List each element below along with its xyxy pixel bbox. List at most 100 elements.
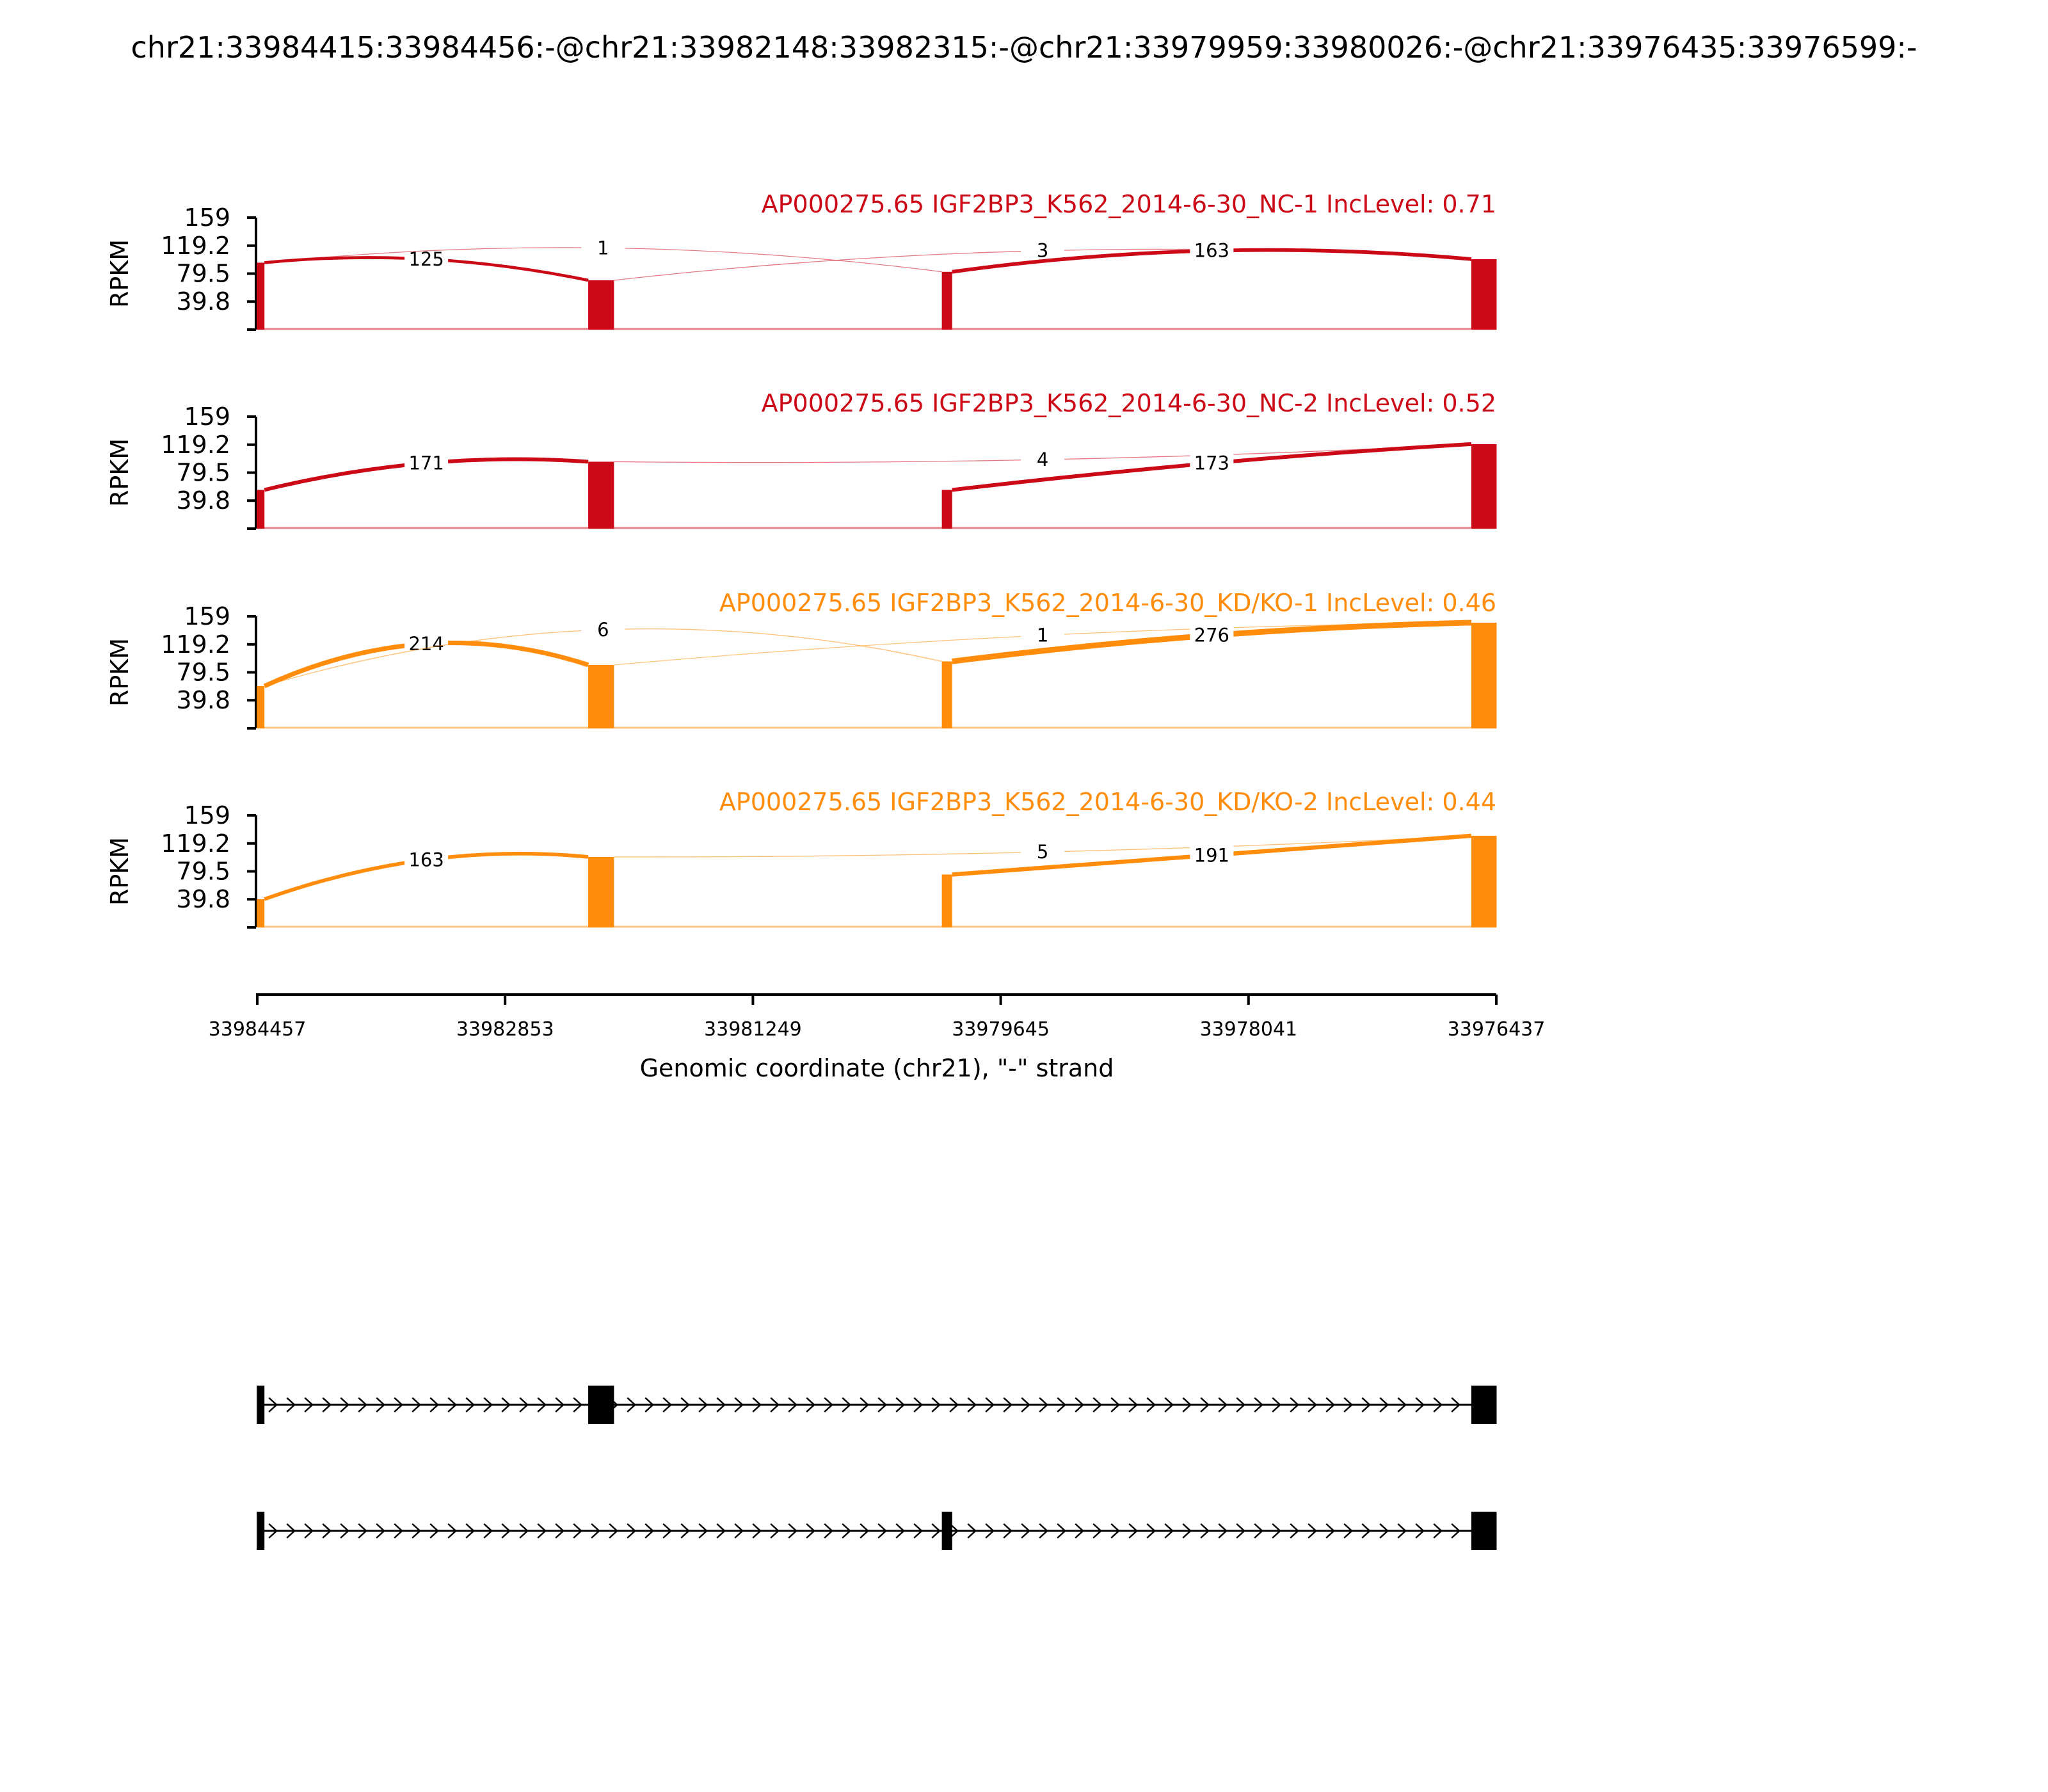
junction-label: 163 — [408, 849, 444, 870]
strand-arrow-icon — [770, 1397, 780, 1412]
strand-arrow-icon — [1057, 1397, 1067, 1412]
strand-arrow-icon — [1379, 1523, 1389, 1539]
track-title: AP000275.65 IGF2BP3_K562_2014-6-30_NC-2 … — [762, 389, 1496, 417]
strand-arrow-icon — [1254, 1397, 1264, 1412]
strand-arrow-icon — [985, 1397, 995, 1412]
strand-arrow-icon — [304, 1523, 314, 1539]
strand-arrow-icon — [1343, 1523, 1354, 1539]
strand-arrow-icon — [1021, 1523, 1031, 1539]
y-tick-label: 119.2 — [161, 630, 230, 659]
strand-arrow-icon — [1200, 1523, 1210, 1539]
exon-coverage-bar — [257, 899, 265, 927]
strand-arrow-icon — [1146, 1397, 1156, 1412]
junction-label: 276 — [1194, 625, 1229, 646]
strand-arrow-icon — [877, 1397, 888, 1412]
strand-arrow-icon — [573, 1523, 583, 1539]
exon-coverage-bar — [588, 856, 614, 927]
strand-arrow-icon — [967, 1397, 977, 1412]
strand-arrow-icon — [1039, 1523, 1049, 1539]
y-axis-label: RPKM — [106, 638, 134, 707]
junction-label-bg — [1190, 450, 1234, 475]
y-tick-label: 79.5 — [176, 459, 230, 487]
strand-arrow-icon — [1290, 1523, 1300, 1539]
strand-arrow-icon — [376, 1523, 386, 1539]
strand-arrow-icon — [322, 1397, 332, 1412]
isoform-1 — [257, 1386, 1497, 1424]
exon-coverage-bar — [1471, 835, 1497, 927]
y-tick-label: 119.2 — [161, 232, 230, 260]
y-axis-label: RPKM — [106, 438, 134, 507]
strand-arrow-icon — [1182, 1397, 1192, 1412]
junction-label-bg — [581, 235, 625, 260]
x-tick-label: 33984457 — [209, 1018, 307, 1041]
strand-arrow-icon — [1146, 1523, 1156, 1539]
strand-arrow-icon — [1039, 1397, 1049, 1412]
strand-arrow-icon — [644, 1397, 655, 1412]
junction-label-bg — [404, 847, 449, 872]
junction-label: 125 — [408, 248, 444, 270]
exon-block — [257, 1386, 265, 1424]
exon-coverage-bar — [257, 262, 265, 330]
strand-arrow-icon — [609, 1523, 619, 1539]
strand-arrow-icon — [1236, 1397, 1246, 1412]
strand-arrow-icon — [340, 1523, 350, 1539]
strand-arrow-icon — [465, 1397, 476, 1412]
junction-label: 6 — [597, 619, 609, 641]
junction-label: 1 — [1037, 625, 1048, 646]
junction-label: 173 — [1194, 452, 1229, 474]
exon-coverage-bar — [941, 661, 952, 728]
strand-arrow-icon — [949, 1523, 959, 1539]
strand-arrow-icon — [1200, 1397, 1210, 1412]
strand-arrow-icon — [806, 1397, 816, 1412]
y-tick-label: 79.5 — [176, 260, 230, 288]
strand-arrow-icon — [1110, 1397, 1121, 1412]
strand-arrow-icon — [322, 1523, 332, 1539]
isoform-2 — [257, 1512, 1497, 1550]
strand-arrow-icon — [1075, 1397, 1085, 1412]
strand-arrow-icon — [842, 1523, 852, 1539]
strand-arrow-icon — [788, 1523, 798, 1539]
strand-arrow-icon — [734, 1397, 744, 1412]
strand-arrow-icon — [1092, 1523, 1103, 1539]
strand-arrow-icon — [824, 1523, 834, 1539]
y-axis-label: RPKM — [106, 239, 134, 308]
strand-arrow-icon — [1236, 1523, 1246, 1539]
track-title: AP000275.65 IGF2BP3_K562_2014-6-30_KD/KO… — [719, 788, 1496, 816]
y-tick-label: 119.2 — [161, 829, 230, 858]
strand-arrow-icon — [1254, 1523, 1264, 1539]
strand-arrow-icon — [662, 1523, 673, 1539]
strand-arrow-icon — [1325, 1397, 1336, 1412]
exon-coverage-bar — [941, 874, 952, 927]
y-tick-label: 79.5 — [176, 659, 230, 687]
exon-coverage-bar — [257, 685, 265, 728]
exon-coverage-bar — [941, 490, 952, 529]
strand-arrow-icon — [860, 1523, 870, 1539]
strand-arrow-icon — [716, 1523, 726, 1539]
y-axis-label: RPKM — [106, 837, 134, 906]
strand-arrow-icon — [752, 1397, 762, 1412]
strand-arrow-icon — [913, 1397, 924, 1412]
strand-arrow-icon — [1272, 1397, 1282, 1412]
junction-label-bg — [1190, 237, 1234, 262]
strand-arrow-icon — [824, 1397, 834, 1412]
y-tick-label: 159 — [184, 204, 230, 232]
junction-label: 4 — [1037, 449, 1048, 470]
strand-arrow-icon — [1092, 1397, 1103, 1412]
strand-arrow-icon — [806, 1523, 816, 1539]
exon-coverage-bar — [1471, 622, 1497, 728]
strand-arrow-icon — [1308, 1523, 1318, 1539]
strand-arrow-icon — [286, 1397, 296, 1412]
strand-arrow-icon — [1433, 1523, 1443, 1539]
strand-arrow-icon — [483, 1523, 493, 1539]
y-tick-label: 159 — [184, 602, 230, 630]
strand-arrow-icon — [429, 1523, 440, 1539]
strand-arrow-icon — [483, 1397, 493, 1412]
strand-arrow-icon — [1290, 1397, 1300, 1412]
strand-arrow-icon — [394, 1523, 404, 1539]
junction-label-bg — [581, 616, 625, 641]
strand-arrow-icon — [340, 1397, 350, 1412]
